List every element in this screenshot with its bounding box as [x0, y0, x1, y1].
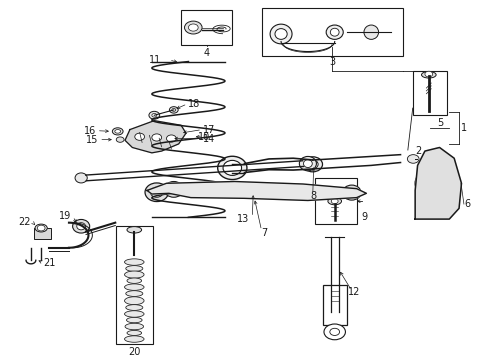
Ellipse shape — [35, 224, 47, 232]
Text: 18: 18 — [188, 99, 200, 109]
Circle shape — [330, 199, 337, 204]
Ellipse shape — [125, 266, 142, 271]
Ellipse shape — [115, 130, 121, 133]
Text: 11: 11 — [149, 55, 161, 65]
Text: 22: 22 — [19, 217, 31, 226]
Ellipse shape — [125, 323, 143, 330]
Text: 16: 16 — [83, 126, 96, 136]
Bar — [34, 228, 51, 239]
Ellipse shape — [168, 185, 178, 193]
Circle shape — [329, 328, 339, 336]
Ellipse shape — [303, 160, 312, 167]
Bar — [116, 226, 153, 345]
Ellipse shape — [124, 271, 144, 278]
Ellipse shape — [325, 25, 343, 39]
Text: 10: 10 — [198, 132, 210, 142]
Circle shape — [407, 155, 418, 163]
Circle shape — [324, 324, 345, 340]
Text: 9: 9 — [361, 212, 367, 222]
Ellipse shape — [303, 157, 322, 172]
Text: 20: 20 — [128, 347, 140, 356]
Circle shape — [166, 135, 176, 142]
Text: 13: 13 — [237, 214, 249, 224]
Ellipse shape — [274, 29, 286, 39]
Ellipse shape — [269, 24, 291, 44]
Circle shape — [37, 225, 45, 231]
Bar — [261, 8, 402, 56]
Polygon shape — [125, 121, 185, 153]
Text: 6: 6 — [463, 199, 469, 209]
Ellipse shape — [217, 156, 246, 180]
Text: 1: 1 — [460, 123, 466, 133]
Text: 3: 3 — [328, 57, 335, 67]
Ellipse shape — [116, 137, 124, 142]
Circle shape — [152, 134, 161, 141]
Ellipse shape — [124, 311, 144, 317]
Circle shape — [188, 24, 198, 31]
Text: 4: 4 — [203, 48, 209, 58]
Ellipse shape — [125, 305, 142, 310]
Ellipse shape — [363, 25, 378, 39]
Ellipse shape — [127, 278, 142, 283]
Ellipse shape — [149, 111, 159, 119]
Text: 19: 19 — [59, 211, 71, 221]
Ellipse shape — [307, 160, 318, 168]
Ellipse shape — [112, 128, 123, 135]
Ellipse shape — [169, 107, 178, 113]
Text: 7: 7 — [261, 228, 267, 238]
Text: 5: 5 — [436, 118, 443, 128]
Ellipse shape — [299, 157, 316, 171]
Ellipse shape — [125, 291, 142, 296]
Circle shape — [135, 133, 144, 140]
Ellipse shape — [327, 198, 341, 205]
Ellipse shape — [243, 183, 264, 198]
Bar — [322, 285, 346, 325]
Circle shape — [414, 167, 458, 199]
Bar — [315, 178, 356, 225]
Ellipse shape — [163, 181, 183, 197]
Ellipse shape — [127, 226, 142, 233]
Ellipse shape — [124, 259, 144, 265]
Text: 15: 15 — [86, 135, 98, 145]
Ellipse shape — [124, 284, 144, 291]
Ellipse shape — [152, 113, 157, 117]
Polygon shape — [147, 181, 366, 201]
Circle shape — [424, 71, 432, 77]
Ellipse shape — [77, 223, 85, 230]
Ellipse shape — [124, 336, 144, 342]
Ellipse shape — [346, 189, 356, 197]
Ellipse shape — [126, 318, 142, 323]
Bar — [412, 71, 446, 115]
Ellipse shape — [247, 186, 260, 194]
Ellipse shape — [330, 28, 338, 36]
Ellipse shape — [150, 187, 163, 197]
Ellipse shape — [127, 330, 142, 336]
Circle shape — [426, 175, 447, 191]
Ellipse shape — [171, 108, 175, 111]
Polygon shape — [414, 148, 461, 219]
Ellipse shape — [421, 72, 435, 78]
Text: 8: 8 — [310, 191, 316, 201]
Ellipse shape — [73, 220, 89, 233]
Text: 17: 17 — [203, 125, 215, 135]
Text: 12: 12 — [347, 288, 360, 297]
Text: 2: 2 — [414, 146, 421, 156]
Ellipse shape — [124, 297, 144, 305]
Bar — [181, 10, 232, 45]
Text: 14: 14 — [203, 134, 215, 144]
Ellipse shape — [342, 185, 360, 200]
Ellipse shape — [75, 173, 87, 183]
Ellipse shape — [145, 183, 168, 202]
Ellipse shape — [223, 160, 241, 175]
Text: 21: 21 — [43, 258, 56, 268]
Circle shape — [184, 21, 202, 34]
